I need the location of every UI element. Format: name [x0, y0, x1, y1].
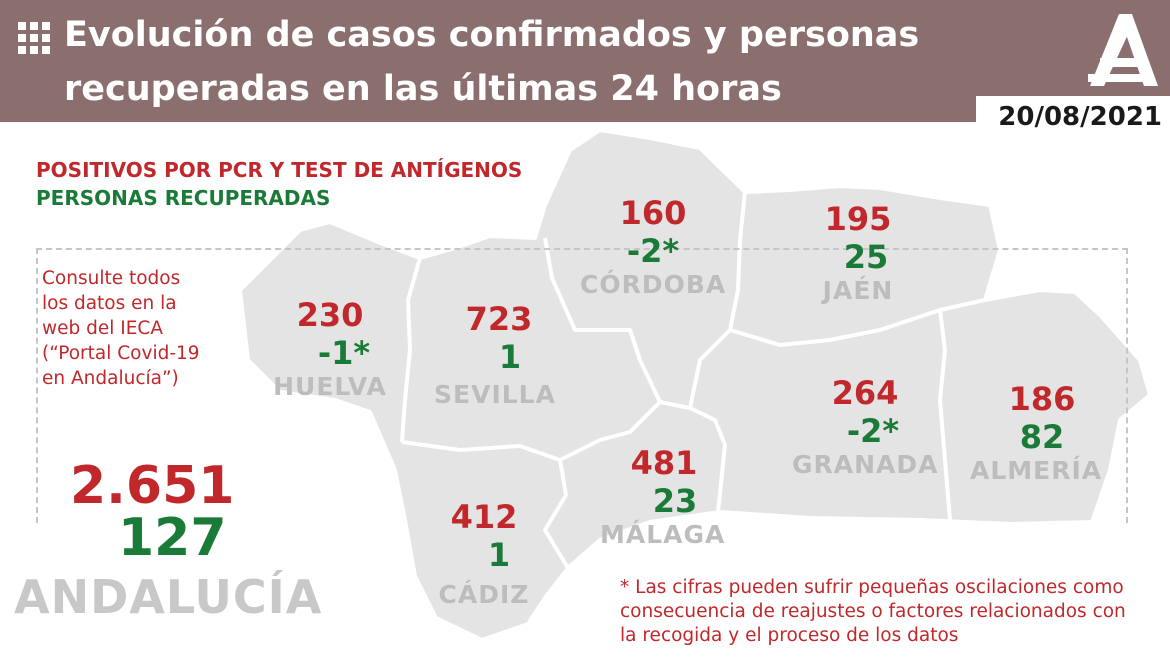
province-cordoba: 160 -2* CÓRDOBA: [580, 194, 726, 300]
province-name: ALMERÍA: [970, 456, 1103, 485]
province-positives: 195: [824, 200, 892, 238]
info-text: Consulte todos los datos en la web del I…: [42, 268, 200, 389]
grid-icon: [18, 22, 50, 54]
province-jaen: 195 25 JAÉN: [800, 200, 916, 306]
date-box: 20/08/2021: [976, 96, 1170, 144]
province-name: MÁLAGA: [600, 520, 726, 549]
province-malaga: 481 23 MÁLAGA: [600, 444, 724, 550]
province-cadiz: 412 1 CÁDIZ: [434, 498, 534, 610]
title-line-1: Evolución de casos confirmados y persona…: [64, 15, 920, 55]
total-recovered: 127: [118, 508, 227, 568]
province-name: HUELVA: [273, 372, 387, 401]
province-recovered: 25: [843, 238, 889, 276]
total-positives: 2.651: [70, 456, 235, 516]
province-recovered: 23: [652, 482, 698, 520]
province-recovered: 82: [1019, 418, 1065, 456]
province-name: CÁDIZ: [438, 580, 530, 609]
header-bar: Evolución de casos confirmados y persona…: [0, 0, 1170, 122]
province-recovered: -2*: [626, 232, 680, 270]
province-recovered: -1*: [317, 334, 371, 372]
province-recovered: 1: [498, 338, 522, 376]
dashed-frame: [36, 248, 1128, 523]
province-granada: 264 -2* GRANADA: [792, 374, 938, 480]
province-name: JAÉN: [822, 276, 894, 305]
legend-recovered: PERSONAS RECUPERADAS: [36, 186, 331, 210]
province-almeria: 186 82 ALMERÍA: [970, 380, 1103, 486]
province-positives: 264: [831, 374, 899, 412]
province-huelva: 230 -1* HUELVA: [262, 296, 398, 402]
province-name: GRANADA: [792, 450, 939, 479]
junta-andalucia-logo-icon: [1088, 14, 1158, 86]
province-positives: 230: [296, 296, 364, 334]
province-name: CÓRDOBA: [580, 270, 727, 299]
footnote: * Las cifras pueden sufrir pequeñas osci…: [620, 577, 1126, 646]
report-date: 20/08/2021: [998, 102, 1162, 132]
province-recovered: 1: [487, 536, 511, 574]
province-positives: 160: [619, 194, 687, 232]
province-positives: 186: [1008, 380, 1076, 418]
region-title: ANDALUCÍA: [14, 570, 323, 624]
province-positives: 481: [630, 444, 698, 482]
province-sevilla: 723 1 SEVILLA: [430, 300, 560, 410]
province-name: SEVILLA: [434, 380, 556, 409]
legend-positives: POSITIVOS POR PCR Y TEST DE ANTÍGENOS: [36, 158, 523, 182]
title-line-2: recuperadas en las últimas 24 horas: [64, 69, 782, 109]
province-positives: 723: [465, 300, 533, 338]
province-recovered: -2*: [846, 412, 900, 450]
page-title: Evolución de casos confirmados y persona…: [64, 8, 919, 116]
province-positives: 412: [450, 498, 518, 536]
